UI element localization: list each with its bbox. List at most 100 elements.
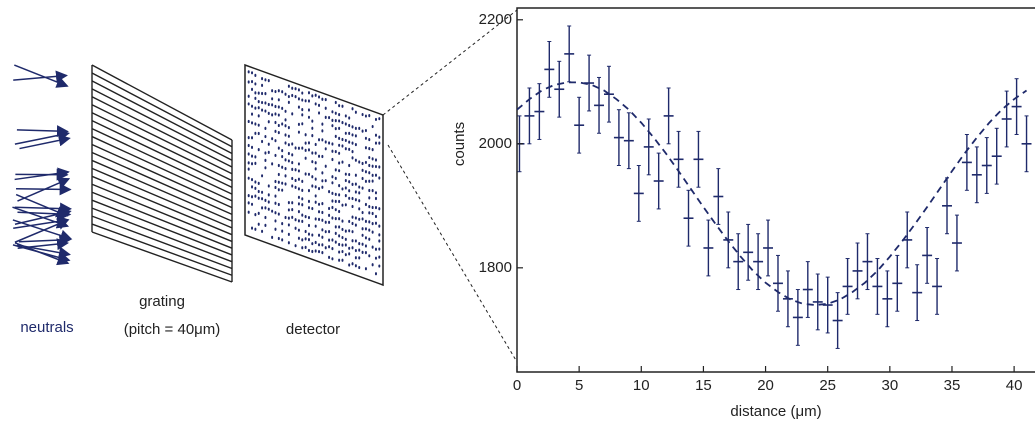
detector-hit — [257, 91, 260, 95]
detector-hit — [361, 242, 364, 246]
detector-hit — [281, 149, 284, 153]
detector-hit — [361, 112, 364, 117]
grating-slit — [91, 151, 233, 216]
detector-hit — [344, 243, 347, 247]
detector-hit — [264, 109, 267, 113]
detector-hit — [304, 156, 307, 160]
detector-hit — [318, 186, 321, 191]
detector-hit — [348, 196, 351, 200]
detector-hit — [284, 167, 287, 171]
detector-hit — [314, 217, 317, 221]
detector-hit — [251, 104, 254, 108]
detector-hit — [351, 239, 354, 243]
detector-hit — [361, 176, 364, 181]
detector-hit — [331, 175, 334, 179]
y-tick-label: 1800 — [479, 259, 512, 276]
detector-hit — [314, 200, 317, 204]
detector-hit — [341, 203, 344, 207]
detector-hit — [294, 168, 297, 172]
detector-label: detector — [286, 321, 340, 338]
grating-slit — [91, 191, 233, 249]
detector-hit — [341, 227, 344, 232]
detector-hit — [274, 129, 277, 133]
detector-hit — [277, 105, 280, 109]
detector-hit — [324, 179, 327, 183]
detector-hit — [348, 252, 351, 256]
detector-hit — [277, 113, 280, 117]
detector-hit — [281, 238, 284, 242]
detector-hit — [247, 94, 250, 98]
detector-hit — [368, 204, 371, 209]
y-tick-label: 2200 — [479, 11, 512, 28]
detector-hit — [324, 115, 327, 120]
detector-hit — [338, 193, 341, 197]
detector-hit — [277, 123, 280, 128]
detector-hit — [247, 167, 250, 171]
detector-hit — [267, 200, 270, 204]
detector-hit — [344, 237, 347, 241]
detector-hit — [324, 97, 327, 102]
detector-hit — [274, 112, 277, 116]
detector-hit — [341, 144, 344, 148]
detector-hit — [281, 90, 284, 94]
detector-hit — [247, 102, 250, 106]
detector-hit — [368, 220, 371, 224]
detector-hit — [324, 246, 327, 250]
detector-hit — [287, 126, 290, 130]
detector-hit — [261, 108, 264, 112]
detector-hit — [361, 217, 364, 221]
detector-hit — [361, 250, 364, 254]
detector-hit — [247, 135, 250, 140]
detector-hit — [378, 233, 381, 237]
detector-hit — [328, 206, 331, 211]
detector-hit — [314, 177, 317, 181]
detector-hit — [344, 229, 347, 233]
detector-hit — [344, 122, 347, 126]
detector-hit — [304, 245, 307, 250]
grating-slit — [91, 167, 233, 229]
detector-hit — [281, 122, 284, 126]
grating-slit — [91, 175, 233, 236]
detector-hit — [351, 150, 354, 154]
detector-hit — [304, 237, 307, 241]
detector-hit — [334, 217, 337, 221]
detector-hit — [251, 185, 254, 189]
detector-hit — [277, 89, 280, 93]
detector-hit — [274, 139, 277, 143]
detector-hit — [257, 106, 260, 110]
detector-hit — [334, 126, 337, 131]
detector-hit — [374, 141, 377, 145]
detector-hit — [328, 213, 331, 217]
detector-hit — [274, 179, 277, 184]
detector-hit — [351, 182, 354, 186]
detector-hit — [321, 235, 324, 239]
detector-hit — [301, 238, 304, 242]
detector-hit — [254, 122, 257, 126]
detector-hit — [267, 111, 270, 115]
grating-slit — [91, 183, 233, 243]
grating-label: grating — [139, 293, 185, 310]
detector-hit — [318, 111, 321, 115]
detector-hit — [378, 135, 381, 139]
detector-hit — [264, 198, 267, 202]
detector-hit — [247, 119, 250, 124]
detector-hit — [321, 202, 324, 206]
detector-hit — [291, 167, 294, 171]
detector-hit — [328, 245, 331, 249]
detector-hit — [251, 145, 254, 149]
detector-hit — [284, 141, 287, 145]
detector-hit — [274, 120, 277, 125]
detector-hit — [334, 199, 337, 204]
detector-hit — [257, 123, 260, 127]
detector-hit — [264, 92, 267, 96]
detector-hit — [334, 240, 337, 244]
detector-hit — [301, 122, 304, 126]
detector-hit — [368, 171, 371, 175]
detector-hit — [251, 154, 254, 158]
detector-hit — [371, 124, 374, 129]
detector-hit — [274, 201, 277, 205]
detector-hit — [301, 188, 304, 192]
detector-hit — [374, 173, 377, 177]
detector-hit — [254, 131, 257, 135]
detector-hit — [247, 176, 250, 180]
